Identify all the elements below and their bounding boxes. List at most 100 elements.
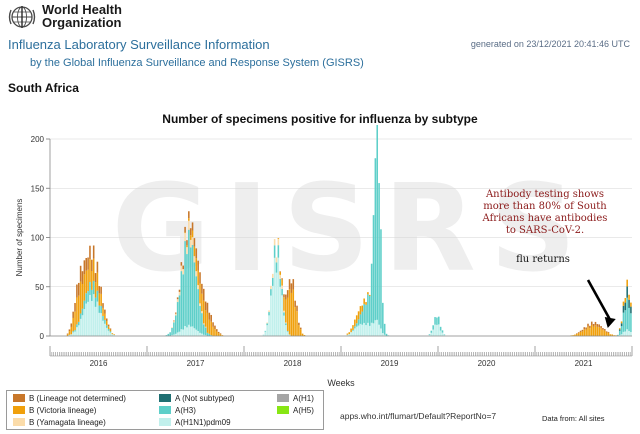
x-tick-label: 2016 [90, 359, 108, 368]
bar-a_h3 [79, 313, 82, 319]
bar-b_not_determined [581, 329, 584, 332]
bar-a_h3 [173, 322, 175, 335]
bar-b_not_determined [66, 333, 69, 335]
bar-a_h1n1pdm09 [266, 325, 268, 336]
bar-b_not_determined [195, 248, 198, 259]
bar-b_yamagata [193, 256, 196, 263]
bar-b_yamagata [268, 310, 270, 313]
bar-a_h1n1pdm09 [354, 328, 356, 336]
bar-a_h3 [270, 289, 272, 296]
bar-a_h1n1pdm09 [104, 323, 106, 336]
bar-b_victoria [216, 331, 218, 336]
bar-a_h1n1pdm09 [350, 332, 352, 336]
bar-b_yamagata [180, 265, 183, 272]
bar-a_h1n1pdm09 [367, 322, 369, 336]
bar-a_h1n1pdm09 [92, 294, 95, 336]
bar-b_yamagata [285, 322, 287, 324]
legend-item: B (Victoria lineage) [13, 406, 96, 415]
bar-b_victoria [605, 332, 608, 336]
bar-b_not_determined [299, 327, 302, 330]
bar-b_not_determined [178, 289, 181, 292]
bar-a_h1n1pdm09 [98, 312, 101, 336]
bar-b_not_determined [212, 322, 214, 327]
bar-b_not_determined [68, 329, 71, 332]
bar-b_victoria [365, 302, 367, 305]
bar-b_not_determined [193, 238, 196, 247]
bar-a_h3 [92, 280, 95, 295]
bar-a_h3 [210, 335, 212, 336]
bar-a_h1n1pdm09 [441, 332, 444, 336]
bar-a_h3 [178, 295, 181, 332]
bar-a_h3 [204, 327, 207, 336]
bar-a_h3 [434, 317, 436, 325]
bar-a_h1n1pdm09 [430, 332, 433, 336]
bar-a_h1n1pdm09 [378, 324, 380, 336]
bar-b_victoria [355, 315, 358, 324]
bar-a_h3 [628, 307, 630, 332]
bar-a_h3 [206, 332, 209, 336]
bar-b_victoria [346, 333, 349, 335]
bar-a_h1n1pdm09 [171, 335, 173, 336]
bar-a_not_subtyped [622, 305, 625, 313]
bar-a_h1n1pdm09 [201, 333, 203, 336]
bar-a_h1n1pdm09 [376, 319, 379, 336]
bar-b_victoria [197, 270, 199, 286]
bar-b_not_determined [92, 245, 95, 259]
bar-b_victoria [70, 326, 73, 335]
bar-b_not_determined [76, 284, 78, 298]
bar-b_victoria [611, 334, 614, 336]
bar-b_yamagata [191, 237, 194, 245]
bar-b_not_determined [191, 222, 194, 231]
bar-a_not_subtyped [624, 302, 627, 311]
bar-b_victoria [85, 270, 88, 294]
bar-a_h3 [193, 262, 196, 329]
bar-a_h3 [277, 245, 280, 258]
bar-a_h3 [361, 311, 364, 325]
legend-item: B (Yamagata lineage) [13, 418, 106, 427]
bar-b_not_determined [204, 301, 207, 311]
bar-b_yamagata [189, 239, 192, 248]
bar-b_victoria [81, 284, 84, 309]
bar-a_h3 [182, 274, 185, 330]
bar-b_yamagata [173, 321, 175, 323]
bar-b_victoria [622, 301, 625, 306]
bar-b_not_determined [590, 321, 593, 325]
bar-a_h1n1pdm09 [202, 334, 205, 336]
bar-b_victoria [620, 321, 623, 324]
bar-a_h1n1pdm09 [288, 334, 291, 336]
bar-b_victoria [303, 335, 306, 336]
bar-b_victoria [607, 332, 610, 336]
bar-a_h3 [197, 289, 199, 332]
bar-b_victoria [113, 334, 115, 335]
who-logo-icon [8, 6, 36, 28]
bar-b_not_determined [79, 265, 82, 282]
bar-a_h3 [382, 302, 384, 334]
bar-a_h1n1pdm09 [188, 324, 190, 336]
bar-b_victoria [577, 333, 580, 336]
bar-b_victoria [361, 305, 364, 312]
bar-a_h1n1pdm09 [72, 332, 74, 336]
bar-a_h3 [195, 276, 198, 330]
bar-a_h1n1pdm09 [439, 330, 442, 336]
bar-b_victoria [201, 293, 203, 312]
bar-a_h3 [77, 321, 80, 326]
bar-a_h3 [189, 247, 192, 327]
bar-b_victoria [354, 319, 356, 327]
bar-b_victoria [79, 281, 82, 314]
bar-a_h3 [380, 229, 382, 329]
bar-a_h1n1pdm09 [270, 295, 272, 336]
bar-a_h3 [87, 291, 89, 302]
legend-item: A(H1N1)pdm09 [159, 418, 231, 427]
bar-a_h3 [355, 323, 358, 327]
bar-a_h3 [436, 317, 438, 325]
bar-a_h3 [184, 241, 186, 327]
bar-a_h3 [81, 308, 84, 316]
bar-b_victoria [204, 310, 207, 327]
bar-b_victoria [352, 325, 354, 330]
bar-b_not_determined [605, 331, 608, 333]
legend-item: A(H3) [159, 406, 196, 415]
bar-a_h1n1pdm09 [264, 331, 267, 336]
bar-b_not_determined [77, 282, 80, 296]
source-url[interactable]: apps.who.int/flumart/Default?ReportNo=7 [340, 411, 497, 421]
bar-a_h3 [352, 329, 354, 331]
